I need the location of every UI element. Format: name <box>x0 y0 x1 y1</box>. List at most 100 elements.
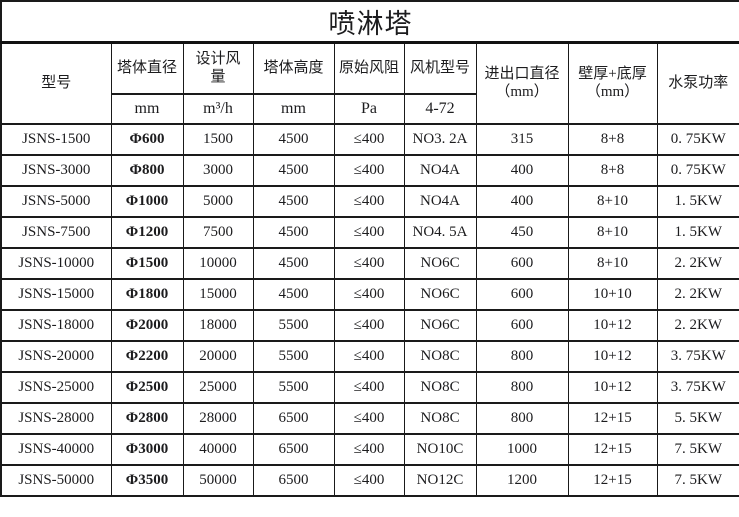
cell-fan-model: NO4A <box>403 153 477 187</box>
header-row: 型号 塔体直径 设计风 量 塔体高度 原始风阻 风机型号 进出口直径 （mm） … <box>0 41 739 125</box>
cell-pump-power: 0. 75KW <box>656 122 739 156</box>
cell-design-air-volume: 25000 <box>182 370 254 404</box>
cell-initial-wind-resistance: ≤400 <box>333 246 405 280</box>
cell-design-air-volume: 20000 <box>182 339 254 373</box>
cell-wall-bottom-thickness: 10+12 <box>567 308 658 342</box>
cell-tower-diameter: Φ1500 <box>110 246 184 280</box>
cell-inlet-outlet-diameter: 800 <box>475 370 569 404</box>
cell-tower-diameter: Φ2500 <box>110 370 184 404</box>
cell-model: JSNS-18000 <box>0 308 112 342</box>
cell-pump-power: 2. 2KW <box>656 308 739 342</box>
header-design-air-volume: 设计风 量 <box>182 41 254 95</box>
cell-initial-wind-resistance: ≤400 <box>333 308 405 342</box>
header-wall-bottom-thickness: 壁厚+底厚 （mm） <box>567 41 658 125</box>
cell-initial-wind-resistance: ≤400 <box>333 432 405 466</box>
header-tower-height: 塔体高度 <box>252 41 335 95</box>
cell-design-air-volume: 40000 <box>182 432 254 466</box>
cell-tower-height: 4500 <box>252 184 335 218</box>
cell-tower-diameter: Φ2800 <box>110 401 184 435</box>
cell-pump-power: 1. 5KW <box>656 215 739 249</box>
cell-tower-diameter: Φ1800 <box>110 277 184 311</box>
cell-design-air-volume: 28000 <box>182 401 254 435</box>
cell-model: JSNS-28000 <box>0 401 112 435</box>
cell-wall-bottom-thickness: 8+10 <box>567 184 658 218</box>
cell-tower-height: 6500 <box>252 463 335 497</box>
cell-inlet-outlet-diameter: 450 <box>475 215 569 249</box>
cell-tower-diameter: Φ600 <box>110 122 184 156</box>
cell-tower-height: 4500 <box>252 122 335 156</box>
cell-inlet-outlet-diameter: 800 <box>475 339 569 373</box>
cell-tower-height: 5500 <box>252 339 335 373</box>
cell-tower-diameter: Φ3000 <box>110 432 184 466</box>
unit-tower-diameter: mm <box>110 92 184 125</box>
unit-fan-model: 4-72 <box>403 92 477 125</box>
cell-pump-power: 0. 75KW <box>656 153 739 187</box>
header-fan-model: 风机型号 <box>403 41 477 95</box>
cell-wall-bottom-thickness: 12+15 <box>567 463 658 497</box>
cell-model: JSNS-25000 <box>0 370 112 404</box>
cell-initial-wind-resistance: ≤400 <box>333 401 405 435</box>
table-row: JSNS-10000 Φ1500 10000 4500 ≤400 NO6C 600 8+10 2… <box>0 246 739 280</box>
cell-tower-height: 4500 <box>252 153 335 187</box>
table-row: JSNS-20000 Φ2200 20000 5500 ≤400 NO8C 800 10+12… <box>0 339 739 373</box>
cell-fan-model: NO10C <box>403 432 477 466</box>
cell-initial-wind-resistance: ≤400 <box>333 153 405 187</box>
cell-inlet-outlet-diameter: 400 <box>475 153 569 187</box>
cell-pump-power: 7. 5KW <box>656 432 739 466</box>
cell-tower-diameter: Φ800 <box>110 153 184 187</box>
table-row: JSNS-1500 Φ600 1500 4500 ≤400 NO3. 2A 315 8+8 0.… <box>0 122 739 156</box>
cell-design-air-volume: 50000 <box>182 463 254 497</box>
cell-tower-diameter: Φ1000 <box>110 184 184 218</box>
cell-inlet-outlet-diameter: 600 <box>475 277 569 311</box>
cell-fan-model: NO8C <box>403 401 477 435</box>
cell-inlet-outlet-diameter: 800 <box>475 401 569 435</box>
cell-fan-model: NO6C <box>403 277 477 311</box>
cell-initial-wind-resistance: ≤400 <box>333 370 405 404</box>
table-row: JSNS-3000 Φ800 3000 4500 ≤400 NO4A 400 8+8 0. 75… <box>0 153 739 187</box>
cell-inlet-outlet-diameter: 315 <box>475 122 569 156</box>
spec-sheet: 喷淋塔 型号 塔体直径 设计风 量 塔体高度 原始风阻 风机型号 进出口直径 （… <box>0 0 739 497</box>
unit-design-air-volume: m³/h <box>182 92 254 125</box>
cell-tower-height: 4500 <box>252 215 335 249</box>
cell-initial-wind-resistance: ≤400 <box>333 339 405 373</box>
cell-pump-power: 3. 75KW <box>656 370 739 404</box>
cell-tower-height: 6500 <box>252 432 335 466</box>
cell-fan-model: NO8C <box>403 370 477 404</box>
cell-pump-power: 2. 2KW <box>656 277 739 311</box>
cell-initial-wind-resistance: ≤400 <box>333 463 405 497</box>
cell-wall-bottom-thickness: 8+8 <box>567 122 658 156</box>
cell-fan-model: NO6C <box>403 246 477 280</box>
cell-model: JSNS-7500 <box>0 215 112 249</box>
cell-model: JSNS-3000 <box>0 153 112 187</box>
cell-inlet-outlet-diameter: 600 <box>475 308 569 342</box>
cell-model: JSNS-1500 <box>0 122 112 156</box>
cell-pump-power: 2. 2KW <box>656 246 739 280</box>
cell-wall-bottom-thickness: 12+15 <box>567 401 658 435</box>
cell-wall-bottom-thickness: 8+10 <box>567 246 658 280</box>
cell-fan-model: NO12C <box>403 463 477 497</box>
cell-fan-model: NO4. 5A <box>403 215 477 249</box>
header-initial-wind-resistance: 原始风阻 <box>333 41 405 95</box>
cell-initial-wind-resistance: ≤400 <box>333 122 405 156</box>
cell-initial-wind-resistance: ≤400 <box>333 277 405 311</box>
cell-pump-power: 1. 5KW <box>656 184 739 218</box>
unit-tower-height: mm <box>252 92 335 125</box>
table-row: JSNS-28000 Φ2800 28000 6500 ≤400 NO8C 800 12+15… <box>0 401 739 435</box>
cell-tower-diameter: Φ3500 <box>110 463 184 497</box>
table-row: JSNS-25000 Φ2500 25000 5500 ≤400 NO8C 800 10+12… <box>0 370 739 404</box>
cell-design-air-volume: 18000 <box>182 308 254 342</box>
cell-pump-power: 7. 5KW <box>656 463 739 497</box>
unit-initial-wind-resistance: Pa <box>333 92 405 125</box>
cell-model: JSNS-5000 <box>0 184 112 218</box>
cell-fan-model: NO8C <box>403 339 477 373</box>
cell-inlet-outlet-diameter: 400 <box>475 184 569 218</box>
cell-tower-height: 5500 <box>252 308 335 342</box>
cell-model: JSNS-15000 <box>0 277 112 311</box>
cell-pump-power: 5. 5KW <box>656 401 739 435</box>
spray-tower-spec-table: 喷淋塔 型号 塔体直径 设计风 量 塔体高度 原始风阻 风机型号 进出口直径 （… <box>0 0 739 497</box>
header-model: 型号 <box>0 41 112 125</box>
cell-tower-height: 6500 <box>252 401 335 435</box>
title-row: 喷淋塔 <box>0 0 739 44</box>
cell-design-air-volume: 15000 <box>182 277 254 311</box>
cell-inlet-outlet-diameter: 1200 <box>475 463 569 497</box>
